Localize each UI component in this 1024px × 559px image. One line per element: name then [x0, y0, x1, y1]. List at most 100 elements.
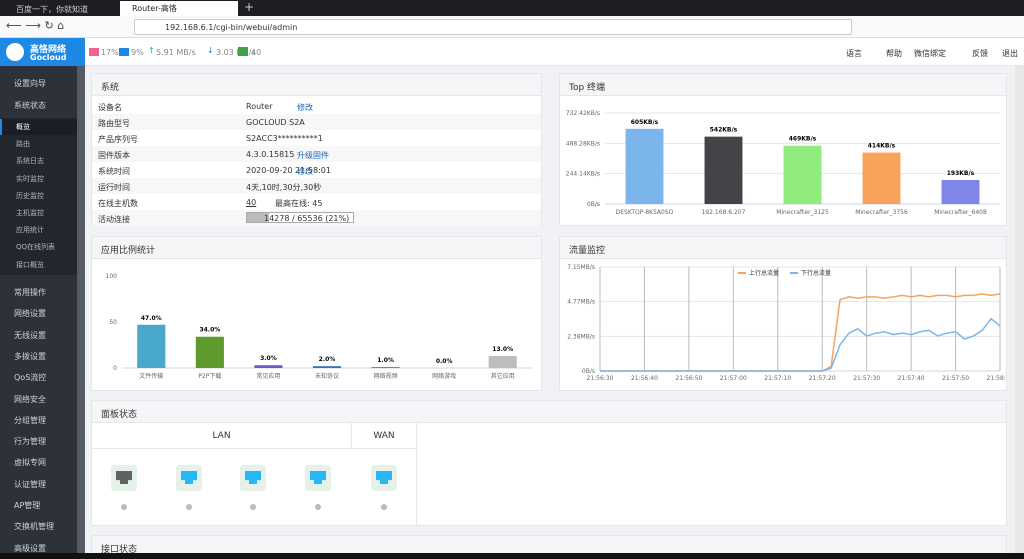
taskbar: [0, 553, 1024, 559]
nav-item[interactable]: QoS流控: [14, 373, 47, 383]
x-tick-label: 192.168.6.207: [702, 209, 746, 216]
y-tick-label: 0B/s: [587, 201, 600, 208]
nav-sub-item[interactable]: 路由: [16, 140, 30, 149]
nav-item[interactable]: 分组管理: [14, 415, 46, 425]
port-dot: [381, 504, 387, 510]
cell-value: 40: [246, 198, 257, 207]
value-label: 414KB/s: [868, 143, 896, 150]
logo-cn: 高恪网络: [30, 45, 67, 55]
lan-port[interactable]: [111, 465, 137, 491]
lan-port[interactable]: [176, 465, 202, 491]
value-label: 605KB/s: [631, 119, 659, 126]
menu-item[interactable]: 帮助: [886, 49, 902, 58]
lan-port[interactable]: [305, 465, 331, 491]
cell-value: 14278 / 65536 (21%): [264, 214, 350, 223]
nav-item[interactable]: 常用操作: [14, 288, 46, 297]
x-tick-label: Minecrafter_3756: [855, 209, 908, 216]
series-line: [600, 317, 1001, 372]
system-panel: 系统 设备名 Router 修改 路由型号 GOCLOUD S2A 产品序列号 S2ACC3…: [91, 73, 542, 226]
nav-item[interactable]: 认证管理: [14, 479, 46, 489]
nav-sub-item[interactable]: 系统日志: [16, 157, 44, 166]
row-bg: [92, 194, 541, 210]
menu-item[interactable]: 反馈: [972, 49, 988, 58]
nav-sub-item[interactable]: 主机监控: [16, 209, 44, 217]
nav-item[interactable]: 系统状态: [14, 101, 46, 110]
nav-item[interactable]: 多拨设置: [14, 351, 46, 361]
nav-sub-item[interactable]: 实时监控: [16, 174, 44, 183]
nav-sub-item[interactable]: QQ在线列表: [16, 243, 56, 252]
mem: 9%: [131, 48, 144, 57]
new-tab[interactable]: +: [244, 0, 255, 14]
nav-item[interactable]: 网络设置: [14, 309, 46, 319]
bar: [704, 136, 743, 204]
nav-item[interactable]: 虚拟专网: [14, 458, 46, 468]
nav-item[interactable]: 交换机管理: [14, 522, 54, 532]
row-bg: [92, 114, 541, 130]
x-tick-label: 21:57:10: [764, 375, 791, 382]
port-dot: [121, 504, 127, 510]
tab[interactable]: 百度一下，你就知道: [16, 5, 88, 14]
wan-label: WAN: [352, 423, 417, 449]
traffic-panel: 流量监控 0B/s 2.38MB/s 4.77MB/s 7.15MB/s 21:56:3…: [559, 236, 1007, 391]
x-tick-label: 21:56:50: [675, 375, 702, 382]
down-rate: 3.03 MB/s: [216, 48, 256, 57]
menu-item[interactable]: 语言: [846, 49, 862, 58]
cell-label: 路由型号: [98, 119, 130, 128]
cell-value[interactable]: 修改: [297, 167, 313, 176]
y-tick-label: 0: [113, 365, 117, 372]
bar: [254, 365, 283, 368]
cpu: 17%: [101, 48, 119, 57]
value-label: 47.0%: [141, 315, 162, 322]
nav-item[interactable]: 设置向导: [14, 79, 46, 88]
nav-item[interactable]: 网络安全: [14, 394, 46, 404]
value-label: 193KB/s: [947, 170, 975, 177]
cell-value: S2ACC3**********1: [246, 134, 323, 143]
menu-item[interactable]: 微信绑定: [914, 49, 946, 58]
panel-title: 面板状态: [92, 401, 1006, 423]
tab[interactable]: Router-高恪: [120, 1, 238, 16]
nav-item[interactable]: 高级设置: [14, 543, 46, 553]
bar: [195, 336, 224, 368]
x-tick-label: 21:57:00: [720, 375, 747, 382]
y-tick-label: 50: [109, 319, 117, 326]
port-icon: [116, 471, 132, 484]
y-tick-label: 0B/s: [582, 368, 595, 375]
scrollbar: [1015, 66, 1024, 559]
x-tick-label: 未知协议: [315, 372, 339, 380]
panel-title: Top 终端: [560, 74, 1006, 96]
nav-item[interactable]: 行为管理: [14, 437, 46, 447]
bar: [783, 145, 822, 204]
nav-sub-item[interactable]: 接口概览: [16, 260, 44, 269]
cell-label: 产品序列号: [98, 135, 138, 144]
nav-active-bg: [0, 119, 77, 135]
up-icon: ↑: [148, 46, 155, 55]
y-tick-label: 2.38MB/s: [567, 333, 595, 340]
tab-bar: 百度一下，你就知道 Router-高恪 +: [0, 0, 1024, 16]
wan-port[interactable]: [371, 465, 397, 491]
nav-item[interactable]: 无线设置: [14, 330, 46, 340]
x-tick-label: 网络游戏: [432, 372, 456, 380]
cell-label: 运行时间: [98, 183, 130, 192]
nav-sub-item[interactable]: 概览: [16, 123, 30, 131]
cell-label: 活动连接: [98, 215, 130, 224]
panel-title: 应用比例统计: [92, 237, 541, 259]
nav-sub-item[interactable]: 应用统计: [16, 226, 44, 235]
cell-value[interactable]: 升级固件: [297, 151, 329, 160]
y-tick-label: 7.15MB/s: [567, 264, 595, 271]
x-tick-label: P2P下载: [198, 372, 221, 380]
bar: [371, 367, 400, 368]
y-tick-label: 488.28KB/s: [566, 140, 600, 147]
lan-port[interactable]: [240, 465, 266, 491]
bar: [312, 366, 342, 368]
menu-item[interactable]: 退出: [1002, 49, 1018, 58]
nav-sub-item[interactable]: 历史监控: [16, 191, 44, 200]
x-tick-label: 文件传输: [139, 372, 163, 380]
url-bar[interactable]: 192.168.6.1/cgi-bin/webui/admin: [134, 19, 852, 35]
progress-track: [246, 212, 354, 223]
nav-buttons[interactable]: ⟵ ⟶ ↻ ⌂: [6, 19, 65, 32]
nav-item[interactable]: AP管理: [14, 501, 41, 510]
top-menu: 语言 帮助 微信绑定 反馈 退出: [846, 48, 1024, 62]
cell-value[interactable]: 修改: [297, 103, 313, 112]
cell-value: GOCLOUD S2A: [246, 118, 305, 127]
nav-bar: ⟵ ⟶ ↻ ⌂ 192.168.6.1/cgi-bin/webui/admin: [0, 16, 1024, 38]
